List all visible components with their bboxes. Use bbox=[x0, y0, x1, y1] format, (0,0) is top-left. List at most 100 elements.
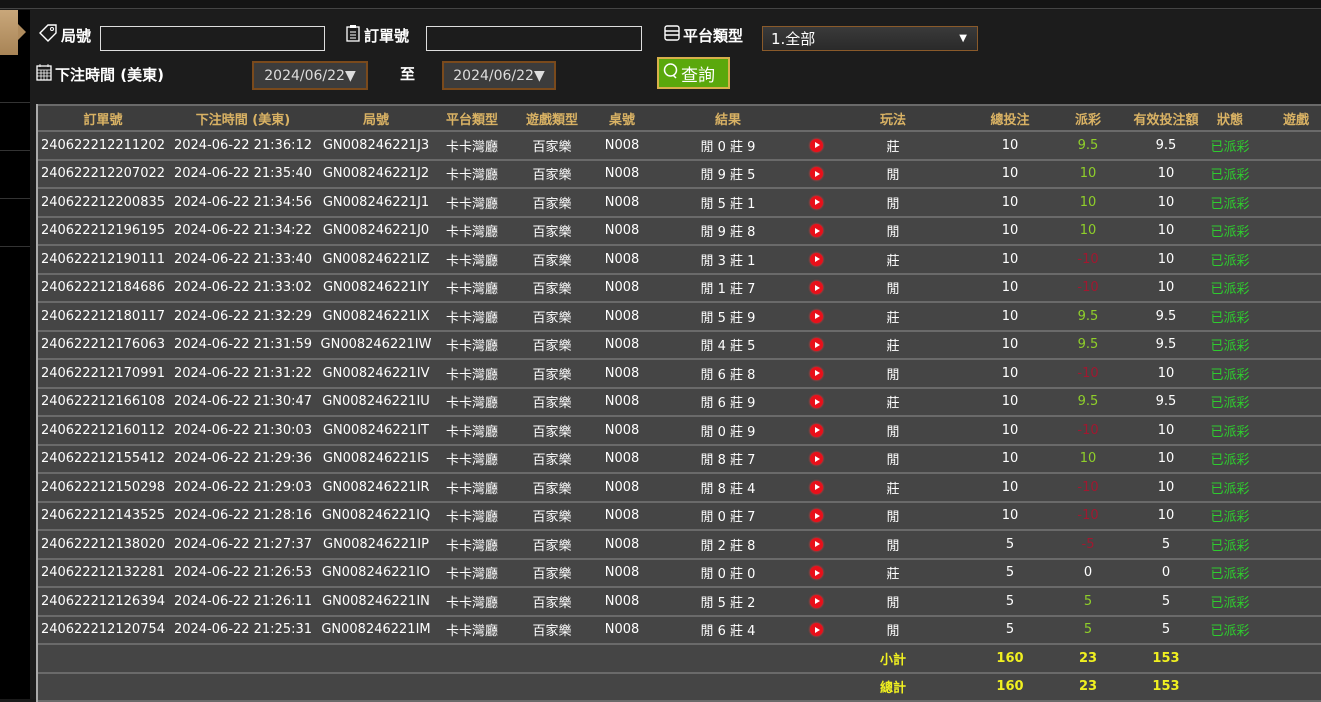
subtotal-row-label: 小計 bbox=[863, 645, 923, 672]
cell-result: 閒 6 莊 9 bbox=[678, 389, 778, 416]
cell-bet-type: 閒 bbox=[863, 588, 923, 615]
play-video-icon[interactable] bbox=[810, 167, 823, 180]
cell-payout: -10 bbox=[1063, 360, 1113, 387]
cell-result: 閒 0 莊 9 bbox=[678, 417, 778, 444]
cell-table-no: N008 bbox=[597, 303, 647, 330]
cell-status: 已派彩 bbox=[1205, 161, 1255, 188]
cell-status: 已派彩 bbox=[1205, 617, 1255, 644]
replay-cell bbox=[801, 189, 831, 216]
cell-platform-type: 卡卡灣廳 bbox=[440, 332, 504, 359]
play-video-icon[interactable] bbox=[810, 196, 823, 209]
cell-payout: -10 bbox=[1063, 275, 1113, 302]
cell-result: 閒 4 莊 5 bbox=[678, 332, 778, 359]
cell-total-bet: 10 bbox=[970, 503, 1050, 530]
replay-cell bbox=[801, 531, 831, 558]
cell-result: 閒 0 莊 9 bbox=[678, 132, 778, 159]
cell-table-no: N008 bbox=[597, 446, 647, 473]
cell-game-type: 百家樂 bbox=[517, 503, 587, 530]
cell-bet-type: 閒 bbox=[863, 218, 923, 245]
play-video-icon[interactable] bbox=[810, 452, 823, 465]
cell-platform-type: 卡卡灣廳 bbox=[440, 417, 504, 444]
cell-valid-bet: 5 bbox=[1121, 531, 1211, 558]
date-from-picker[interactable]: 2024/06/22▼ bbox=[252, 61, 368, 90]
cell-round-no: GN008246221IW bbox=[316, 332, 436, 359]
cell-status: 已派彩 bbox=[1205, 503, 1255, 530]
cell-payout: -10 bbox=[1063, 474, 1113, 501]
platform-select[interactable]: 1.全部 ▼ bbox=[762, 26, 978, 51]
header-table-no: 桌號 bbox=[597, 106, 647, 130]
list-icon bbox=[664, 24, 680, 46]
sidebar-active-tab[interactable] bbox=[0, 10, 18, 55]
play-video-icon[interactable] bbox=[810, 509, 823, 522]
divider bbox=[0, 246, 30, 247]
header-payout: 派彩 bbox=[1063, 106, 1113, 130]
cell-round-no: GN008246221IU bbox=[316, 389, 436, 416]
play-video-icon[interactable] bbox=[810, 281, 823, 294]
platform-label: 平台類型 bbox=[664, 24, 743, 46]
query-button[interactable]: 查詢 bbox=[657, 57, 730, 89]
cell-round-no: GN008246221J0 bbox=[316, 218, 436, 245]
cell-platform-type: 卡卡灣廳 bbox=[440, 218, 504, 245]
cell-result: 閒 0 莊 7 bbox=[678, 503, 778, 530]
cell-status: 已派彩 bbox=[1205, 588, 1255, 615]
play-video-icon[interactable] bbox=[810, 566, 823, 579]
play-video-icon[interactable] bbox=[810, 139, 823, 152]
cell-payout: 9.5 bbox=[1063, 303, 1113, 330]
subtotal-row-valid-bet: 153 bbox=[1121, 645, 1211, 672]
cell-valid-bet: 10 bbox=[1121, 446, 1211, 473]
cell-total-bet: 5 bbox=[970, 531, 1050, 558]
play-video-icon[interactable] bbox=[810, 395, 823, 408]
play-video-icon[interactable] bbox=[810, 538, 823, 551]
replay-cell bbox=[801, 560, 831, 587]
header-bet-time: 下注時間 (美東) bbox=[171, 106, 316, 130]
cell-round-no: GN008246221IM bbox=[316, 617, 436, 644]
sidebar bbox=[0, 10, 30, 699]
play-video-icon[interactable] bbox=[810, 595, 823, 608]
play-video-icon[interactable] bbox=[810, 367, 823, 380]
replay-cell bbox=[801, 389, 831, 416]
cell-bet-type: 莊 bbox=[863, 389, 923, 416]
cell-bet-time: 2024-06-22 21:33:02 bbox=[171, 275, 316, 302]
round-label: 局號 bbox=[38, 24, 91, 46]
play-video-icon[interactable] bbox=[810, 623, 823, 636]
cell-round-no: GN008246221IT bbox=[316, 417, 436, 444]
chevron-down-icon: ▼ bbox=[959, 33, 967, 44]
cell-order-no: 240622212196195 bbox=[38, 218, 168, 245]
play-video-icon[interactable] bbox=[810, 424, 823, 437]
cell-total-bet: 5 bbox=[970, 588, 1050, 615]
cell-platform-type: 卡卡灣廳 bbox=[440, 275, 504, 302]
clipboard-icon bbox=[345, 24, 361, 46]
grand-total-row-payout: 23 bbox=[1063, 674, 1113, 701]
grand-total-row-total-bet: 160 bbox=[970, 674, 1050, 701]
play-video-icon[interactable] bbox=[810, 224, 823, 237]
cell-game-type: 百家樂 bbox=[517, 360, 587, 387]
cell-round-no: GN008246221J1 bbox=[316, 189, 436, 216]
date-to-picker[interactable]: 2024/06/22▼ bbox=[442, 61, 556, 90]
cell-round-no: GN008246221IS bbox=[316, 446, 436, 473]
cell-bet-type: 莊 bbox=[863, 332, 923, 359]
cell-game-type: 百家樂 bbox=[517, 218, 587, 245]
cell-game-type: 百家樂 bbox=[517, 617, 587, 644]
play-video-icon[interactable] bbox=[810, 253, 823, 266]
search-icon bbox=[663, 62, 679, 85]
header-total-bet: 總投注 bbox=[970, 106, 1050, 130]
cell-table-no: N008 bbox=[597, 560, 647, 587]
replay-cell bbox=[801, 275, 831, 302]
divider bbox=[0, 198, 30, 199]
order-input[interactable] bbox=[426, 26, 642, 51]
top-bar bbox=[0, 0, 1321, 9]
cell-bet-time: 2024-06-22 21:34:56 bbox=[171, 189, 316, 216]
play-video-icon[interactable] bbox=[810, 338, 823, 351]
round-input[interactable] bbox=[100, 26, 325, 51]
play-video-icon[interactable] bbox=[810, 481, 823, 494]
cell-game-type: 百家樂 bbox=[517, 474, 587, 501]
cell-status: 已派彩 bbox=[1205, 417, 1255, 444]
play-video-icon[interactable] bbox=[810, 310, 823, 323]
